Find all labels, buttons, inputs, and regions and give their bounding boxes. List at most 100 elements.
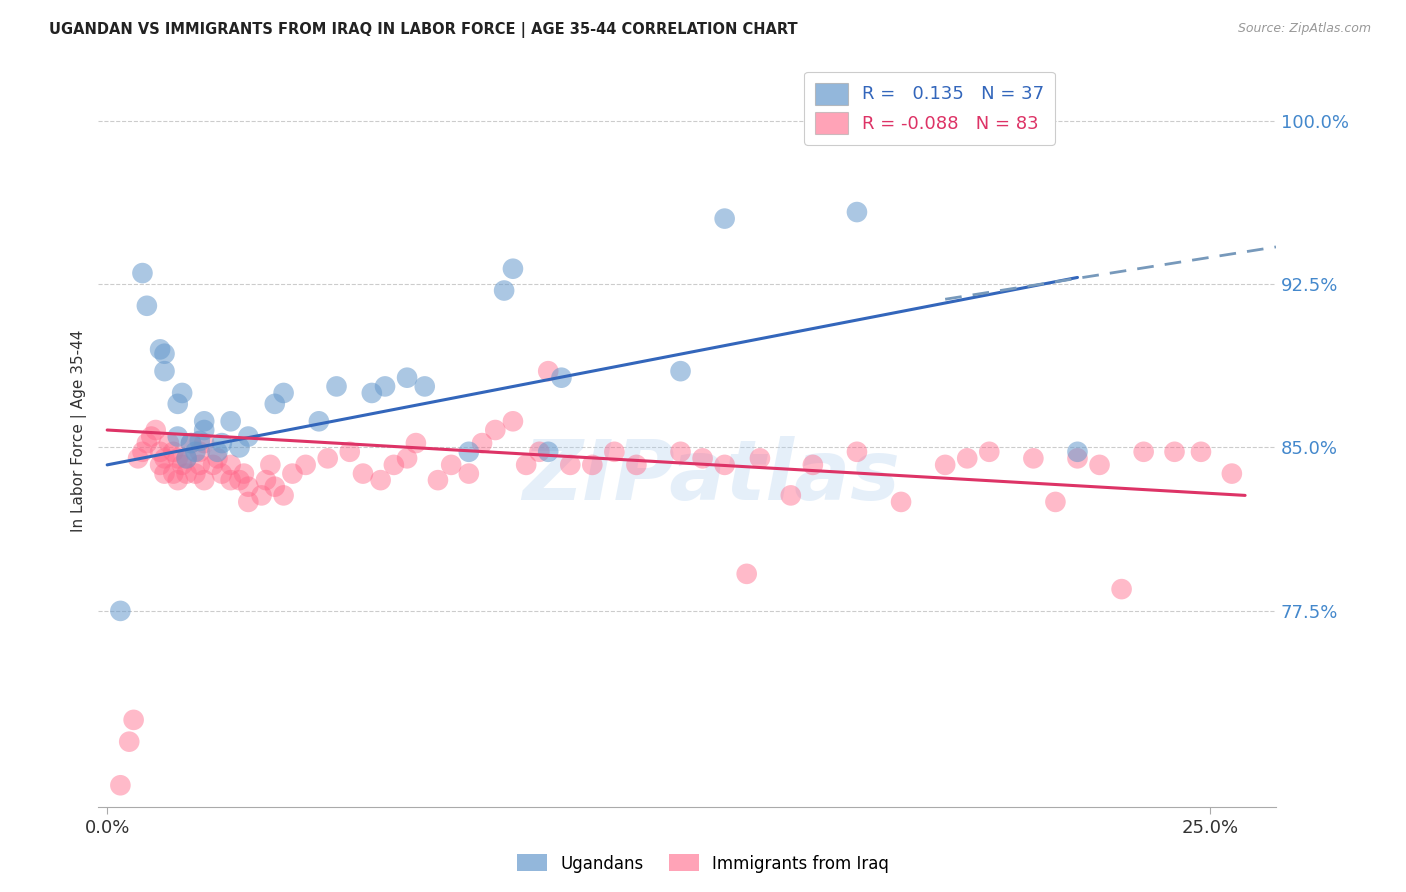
Point [172, 458, 194, 472]
Point [263, 480, 285, 494]
Point [188, 445, 211, 459]
Point [180, 436, 202, 450]
Point [692, 451, 714, 466]
Point [560, 458, 582, 472]
Point [748, 451, 770, 466]
Legend: Ugandans, Immigrants from Iraq: Ugandans, Immigrants from Iraq [510, 847, 896, 880]
Point [193, 473, 215, 487]
Point [1066, 451, 1088, 466]
Point [228, 473, 250, 487]
Point [157, 436, 180, 450]
Point [934, 458, 956, 472]
Point [232, 467, 254, 481]
Point [890, 495, 912, 509]
Point [131, 266, 153, 280]
Point [238, 429, 260, 443]
Point [713, 458, 735, 472]
Point [360, 386, 382, 401]
Point [188, 434, 211, 448]
Point [281, 467, 304, 481]
Point [254, 473, 277, 487]
Point [166, 473, 188, 487]
Point [131, 445, 153, 459]
Point [176, 451, 198, 466]
Point [162, 445, 184, 459]
Point [316, 451, 339, 466]
Point [228, 441, 250, 455]
Point [193, 423, 215, 437]
Point [188, 458, 211, 472]
Point [141, 429, 163, 443]
Point [145, 423, 167, 437]
Point [273, 488, 295, 502]
Point [979, 445, 1001, 459]
Point [250, 488, 273, 502]
Point [413, 379, 436, 393]
Legend: R =   0.135   N = 37, R = -0.088   N = 83: R = 0.135 N = 37, R = -0.088 N = 83 [804, 71, 1054, 145]
Point [166, 451, 188, 466]
Point [211, 467, 233, 481]
Point [162, 467, 184, 481]
Point [122, 713, 145, 727]
Point [1111, 582, 1133, 596]
Point [352, 467, 374, 481]
Point [153, 347, 176, 361]
Point [846, 205, 869, 219]
Point [1189, 445, 1212, 459]
Point [669, 445, 692, 459]
Point [1022, 451, 1045, 466]
Point [294, 458, 316, 472]
Point [118, 734, 141, 748]
Point [308, 414, 330, 428]
Point [374, 379, 396, 393]
Point [370, 473, 392, 487]
Point [502, 414, 524, 428]
Point [193, 414, 215, 428]
Point [202, 458, 225, 472]
Point [1066, 445, 1088, 459]
Point [735, 566, 758, 581]
Point [537, 364, 560, 378]
Point [1088, 458, 1111, 472]
Point [166, 429, 188, 443]
Point [779, 488, 801, 502]
Point [529, 445, 551, 459]
Point [176, 451, 198, 466]
Point [1220, 467, 1243, 481]
Point [149, 445, 172, 459]
Point [396, 451, 419, 466]
Point [339, 445, 361, 459]
Text: UGANDAN VS IMMIGRANTS FROM IRAQ IN LABOR FORCE | AGE 35-44 CORRELATION CHART: UGANDAN VS IMMIGRANTS FROM IRAQ IN LABOR… [49, 22, 797, 38]
Point [207, 445, 229, 459]
Point [1163, 445, 1185, 459]
Point [846, 445, 869, 459]
Point [135, 299, 157, 313]
Point [149, 343, 172, 357]
Point [956, 451, 979, 466]
Point [273, 386, 295, 401]
Point [626, 458, 648, 472]
Point [193, 436, 215, 450]
Point [581, 458, 603, 472]
Y-axis label: In Labor Force | Age 35-44: In Labor Force | Age 35-44 [72, 330, 87, 533]
Point [440, 458, 463, 472]
Point [502, 261, 524, 276]
Point [1045, 495, 1067, 509]
Point [325, 379, 347, 393]
Point [207, 451, 229, 466]
Point [238, 495, 260, 509]
Point [149, 458, 172, 472]
Point [153, 364, 176, 378]
Point [153, 467, 176, 481]
Point [1132, 445, 1154, 459]
Point [166, 397, 188, 411]
Point [127, 451, 149, 466]
Point [110, 604, 132, 618]
Text: Source: ZipAtlas.com: Source: ZipAtlas.com [1237, 22, 1371, 36]
Point [238, 480, 260, 494]
Text: ZIPatlas: ZIPatlas [522, 435, 900, 516]
Point [603, 445, 626, 459]
Point [484, 423, 506, 437]
Point [801, 458, 824, 472]
Point [471, 436, 494, 450]
